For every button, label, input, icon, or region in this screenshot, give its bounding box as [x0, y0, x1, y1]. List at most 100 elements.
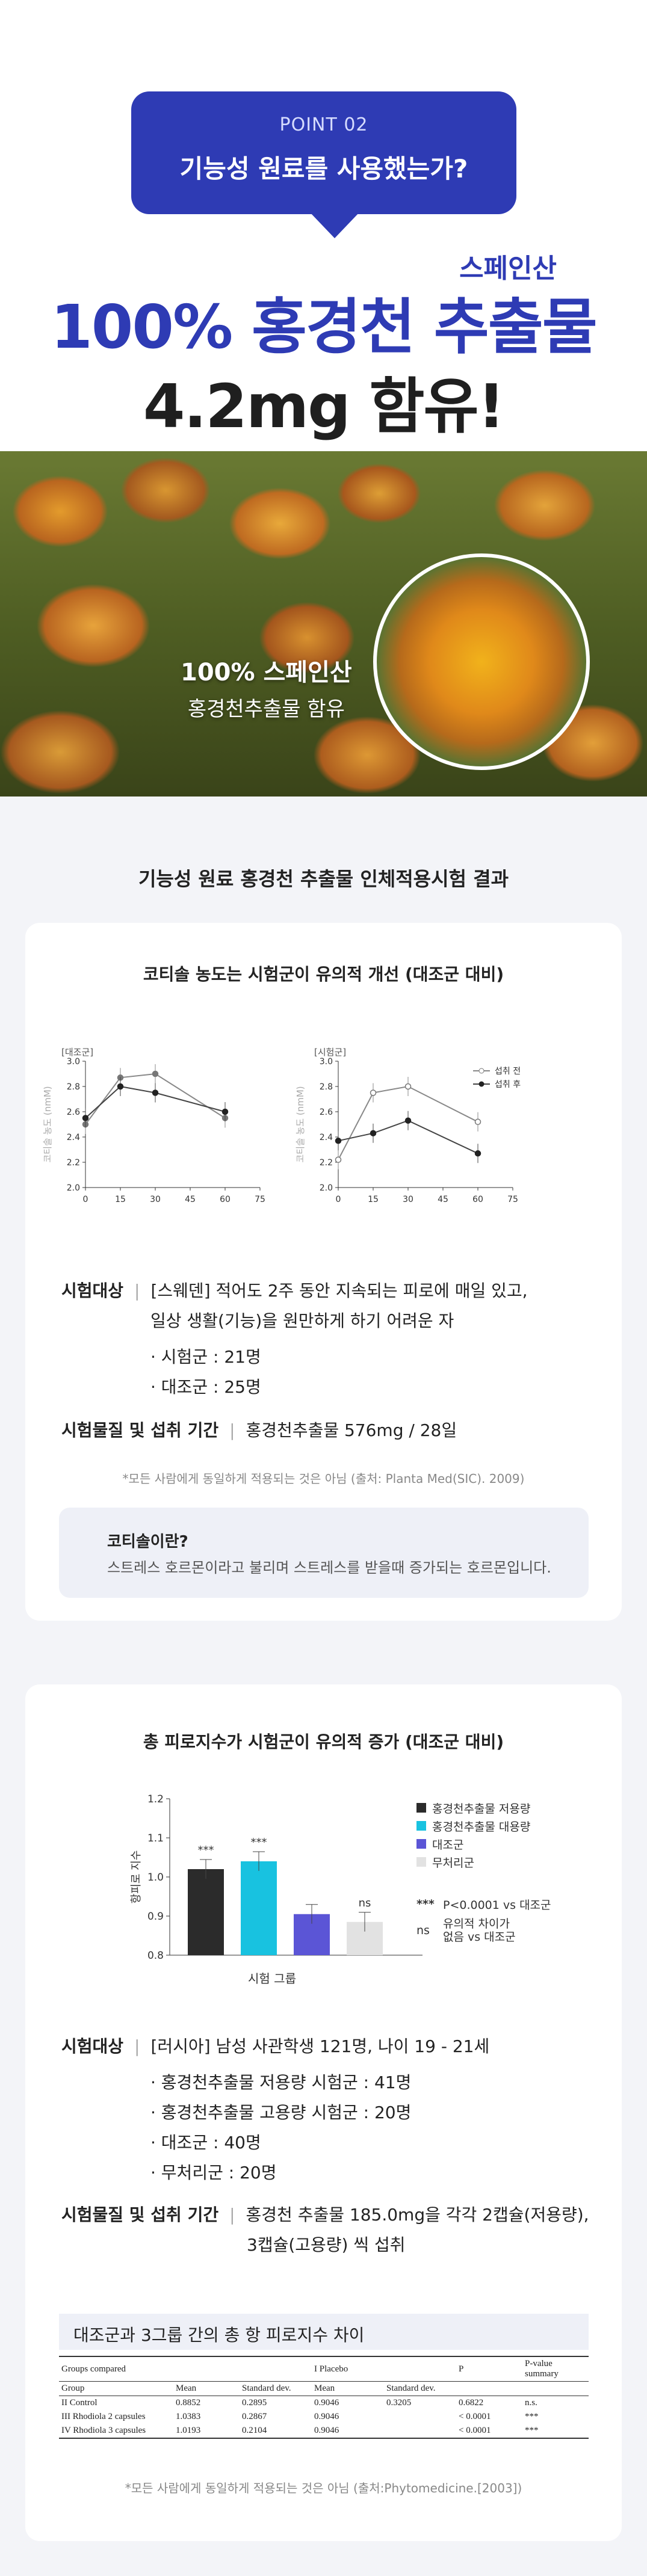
rhodiola-photo: 100% 스페인산 홍경천추출물 함유: [0, 451, 647, 797]
group-item: · 시험군 : 21명: [150, 1347, 261, 1367]
y-tick-label: 2.0: [320, 1183, 333, 1193]
legend-item: 대조군: [416, 1835, 530, 1853]
table-row: III Rhodiola 2 capsules 1.0383 0.2867 0.904…: [59, 2410, 589, 2424]
table-cell: n.s.: [525, 2398, 537, 2408]
material-text: 홍경천추출물 576mg / 28일: [246, 1420, 457, 1440]
table-cell: 0.9046: [314, 2426, 339, 2435]
table-cell: < 0.0001: [459, 2426, 491, 2435]
legend-item: 홍경천추출물 대용량: [416, 1817, 530, 1835]
intro-section: POINT 02 기능성 원료를 사용했는가? 스페인산 100% 홍경천 추출…: [0, 0, 647, 451]
table-cell: III Rhodiola 2 capsules: [61, 2412, 146, 2421]
legend-label: 섭취 후: [495, 1080, 521, 1089]
subject-text: [러시아] 남성 사관학생 121명, 나이 19 - 21세: [150, 2036, 490, 2056]
table-cell: 0.6822: [459, 2398, 484, 2408]
group-item: · 무처리군 : 20명: [150, 2163, 277, 2183]
table-row: Groups compared I Placebo P P-value summary: [59, 2356, 589, 2382]
table-cell: 0.2895: [242, 2398, 267, 2408]
legend-label: 섭취 전: [495, 1067, 521, 1076]
fatigue-card: 총 피로지수가 시험군이 유의적 증가 (대조군 대비) 항피로 지수 0.8 0.…: [25, 1684, 622, 2541]
table-cell: Group: [59, 2381, 173, 2396]
table-cell: II Control: [61, 2398, 98, 2408]
legend-item: 무처리군: [416, 1853, 530, 1871]
significance-mark: ***: [251, 1836, 267, 1849]
legend-marker: [478, 1068, 484, 1074]
table-cell: ***: [525, 2426, 539, 2435]
y-tick-label: 0.9: [147, 1911, 164, 1923]
y-tick-label: 1.2: [147, 1793, 164, 1805]
bar: [241, 1861, 277, 1955]
y-axis-label: 항피로 지수: [130, 1850, 143, 1904]
x-tick-label: 60: [220, 1195, 231, 1204]
y-tick-label: 1.1: [147, 1832, 164, 1844]
group-item: · 대조군 : 40명: [150, 2133, 261, 2152]
table-cell: P: [456, 2356, 522, 2382]
data-point: [152, 1070, 159, 1077]
legend-item: 홍경천추출물 저용량: [416, 1799, 530, 1817]
x-tick-label: 75: [507, 1195, 518, 1204]
table-cell: I Placebo: [312, 2356, 384, 2382]
cortisol-card: 코티솔 농도는 시험군이 유의적 개선 (대조군 대비) [대조군] 코티솔 농도…: [25, 923, 622, 1621]
table-cell: 1.0383: [176, 2412, 201, 2421]
y-tick-label: 2.4: [320, 1133, 333, 1142]
cortisol-charts: [대조군] 코티솔 농도 (nmM) 2.0 2.2 2.4 2.6 2.8 3.0 0 15 30…: [42, 1047, 521, 1204]
photo-caption-line1: 100% 스페인산: [181, 659, 352, 686]
results-table: Groups compared I Placebo P P-value summary…: [59, 2356, 589, 2439]
table-cell: ***: [525, 2412, 539, 2421]
photo-caption-line2: 홍경천추출물 함유: [187, 697, 345, 721]
point-label: POINT 02: [279, 114, 368, 135]
table-cell: Standard dev.: [384, 2381, 456, 2396]
info-title: 코티솔이란?: [107, 1533, 188, 1551]
x-tick-label: 15: [115, 1195, 126, 1204]
data-point: [370, 1089, 377, 1096]
significance-mark: ***: [198, 1844, 214, 1857]
y-tick-label: 2.8: [67, 1082, 80, 1092]
table-cell: 0.8852: [176, 2398, 201, 2408]
x-tick-label: 0: [336, 1195, 341, 1204]
table-cell: Mean: [173, 2381, 240, 2396]
significance-item: *** P<0.0001 vs 대조군: [416, 1897, 551, 1912]
table-cell: 0.3205: [386, 2398, 412, 2408]
table-row: IV Rhodiola 3 capsules 1.0193 0.2104 0.9046…: [59, 2424, 589, 2438]
x-axis-label: 시험 그룹: [248, 1971, 296, 1986]
table-cell: [240, 2356, 312, 2382]
y-axis-label: 코티솔 농도 (nmM): [42, 1086, 53, 1162]
subject-label: 시험대상: [61, 1281, 124, 1301]
x-tick-label: 0: [83, 1195, 88, 1204]
y-tick-label: 2.4: [67, 1133, 80, 1142]
source-note: *모든 사람에게 동일하게 적용되는 것은 아님 (출처: Planta Med…: [122, 1471, 525, 1486]
subject-text2: 일상 생활(기능)을 원만하게 하기 어려운 자: [150, 1311, 454, 1331]
table-cell: [522, 2381, 589, 2396]
table-cell: Mean: [312, 2381, 384, 2396]
material-row: 시험물질 및 섭취 기간 | 홍경천 추출물 185.0mg을 각각 2캡슐(저용량…: [61, 2205, 589, 2225]
flower-closeup: [373, 553, 590, 770]
data-point: [117, 1083, 124, 1090]
cortisol-info-box: 코티솔이란? 스트레스 호르몬이라고 불리며 스트레스를 받을때 증가되는 호르…: [59, 1508, 589, 1598]
table-cell: Standard dev.: [240, 2381, 312, 2396]
material-label: 시험물질 및 섭취 기간: [61, 1420, 219, 1440]
significance-key: *** P<0.0001 vs 대조군 ns 유의적 차이가 없음 vs 대조군: [416, 1895, 597, 1944]
data-point: [474, 1150, 481, 1157]
group-item: · 홍경천추출물 저용량 시험군 : 41명: [150, 2072, 412, 2092]
y-tick-label: 2.2: [67, 1158, 80, 1168]
bar: [188, 1869, 224, 1955]
x-tick-label: 15: [368, 1195, 379, 1204]
subject-row: 시험대상 | [러시아] 남성 사관학생 121명, 나이 19 - 21세: [61, 2036, 490, 2056]
y-axis-label: 코티솔 농도 (nmM): [295, 1086, 306, 1162]
series-line: [338, 1085, 478, 1160]
group-item: · 홍경천추출물 고용량 시험군 : 20명: [150, 2103, 412, 2122]
data-point: [82, 1115, 89, 1121]
series-line: [85, 1073, 226, 1125]
x-tick-label: 30: [403, 1195, 413, 1204]
table-cell: 0.2104: [242, 2426, 267, 2435]
panel-label: [대조군]: [61, 1047, 93, 1058]
data-point: [221, 1108, 229, 1115]
info-description: 스트레스 호르몬이라고 불리며 스트레스를 받을때 증가되는 호르몬입니다.: [107, 1559, 551, 1576]
data-point: [474, 1118, 481, 1126]
y-tick-label: 2.6: [320, 1108, 333, 1117]
material-label: 시험물질 및 섭취 기간: [61, 2205, 219, 2225]
y-tick-label: 2.8: [320, 1082, 333, 1092]
series-line: [338, 1120, 478, 1154]
material-text2: 3캡슐(고용량) 씩 섭취: [247, 2235, 406, 2255]
data-point: [404, 1083, 412, 1090]
group-item: · 대조군 : 25명: [150, 1377, 261, 1397]
